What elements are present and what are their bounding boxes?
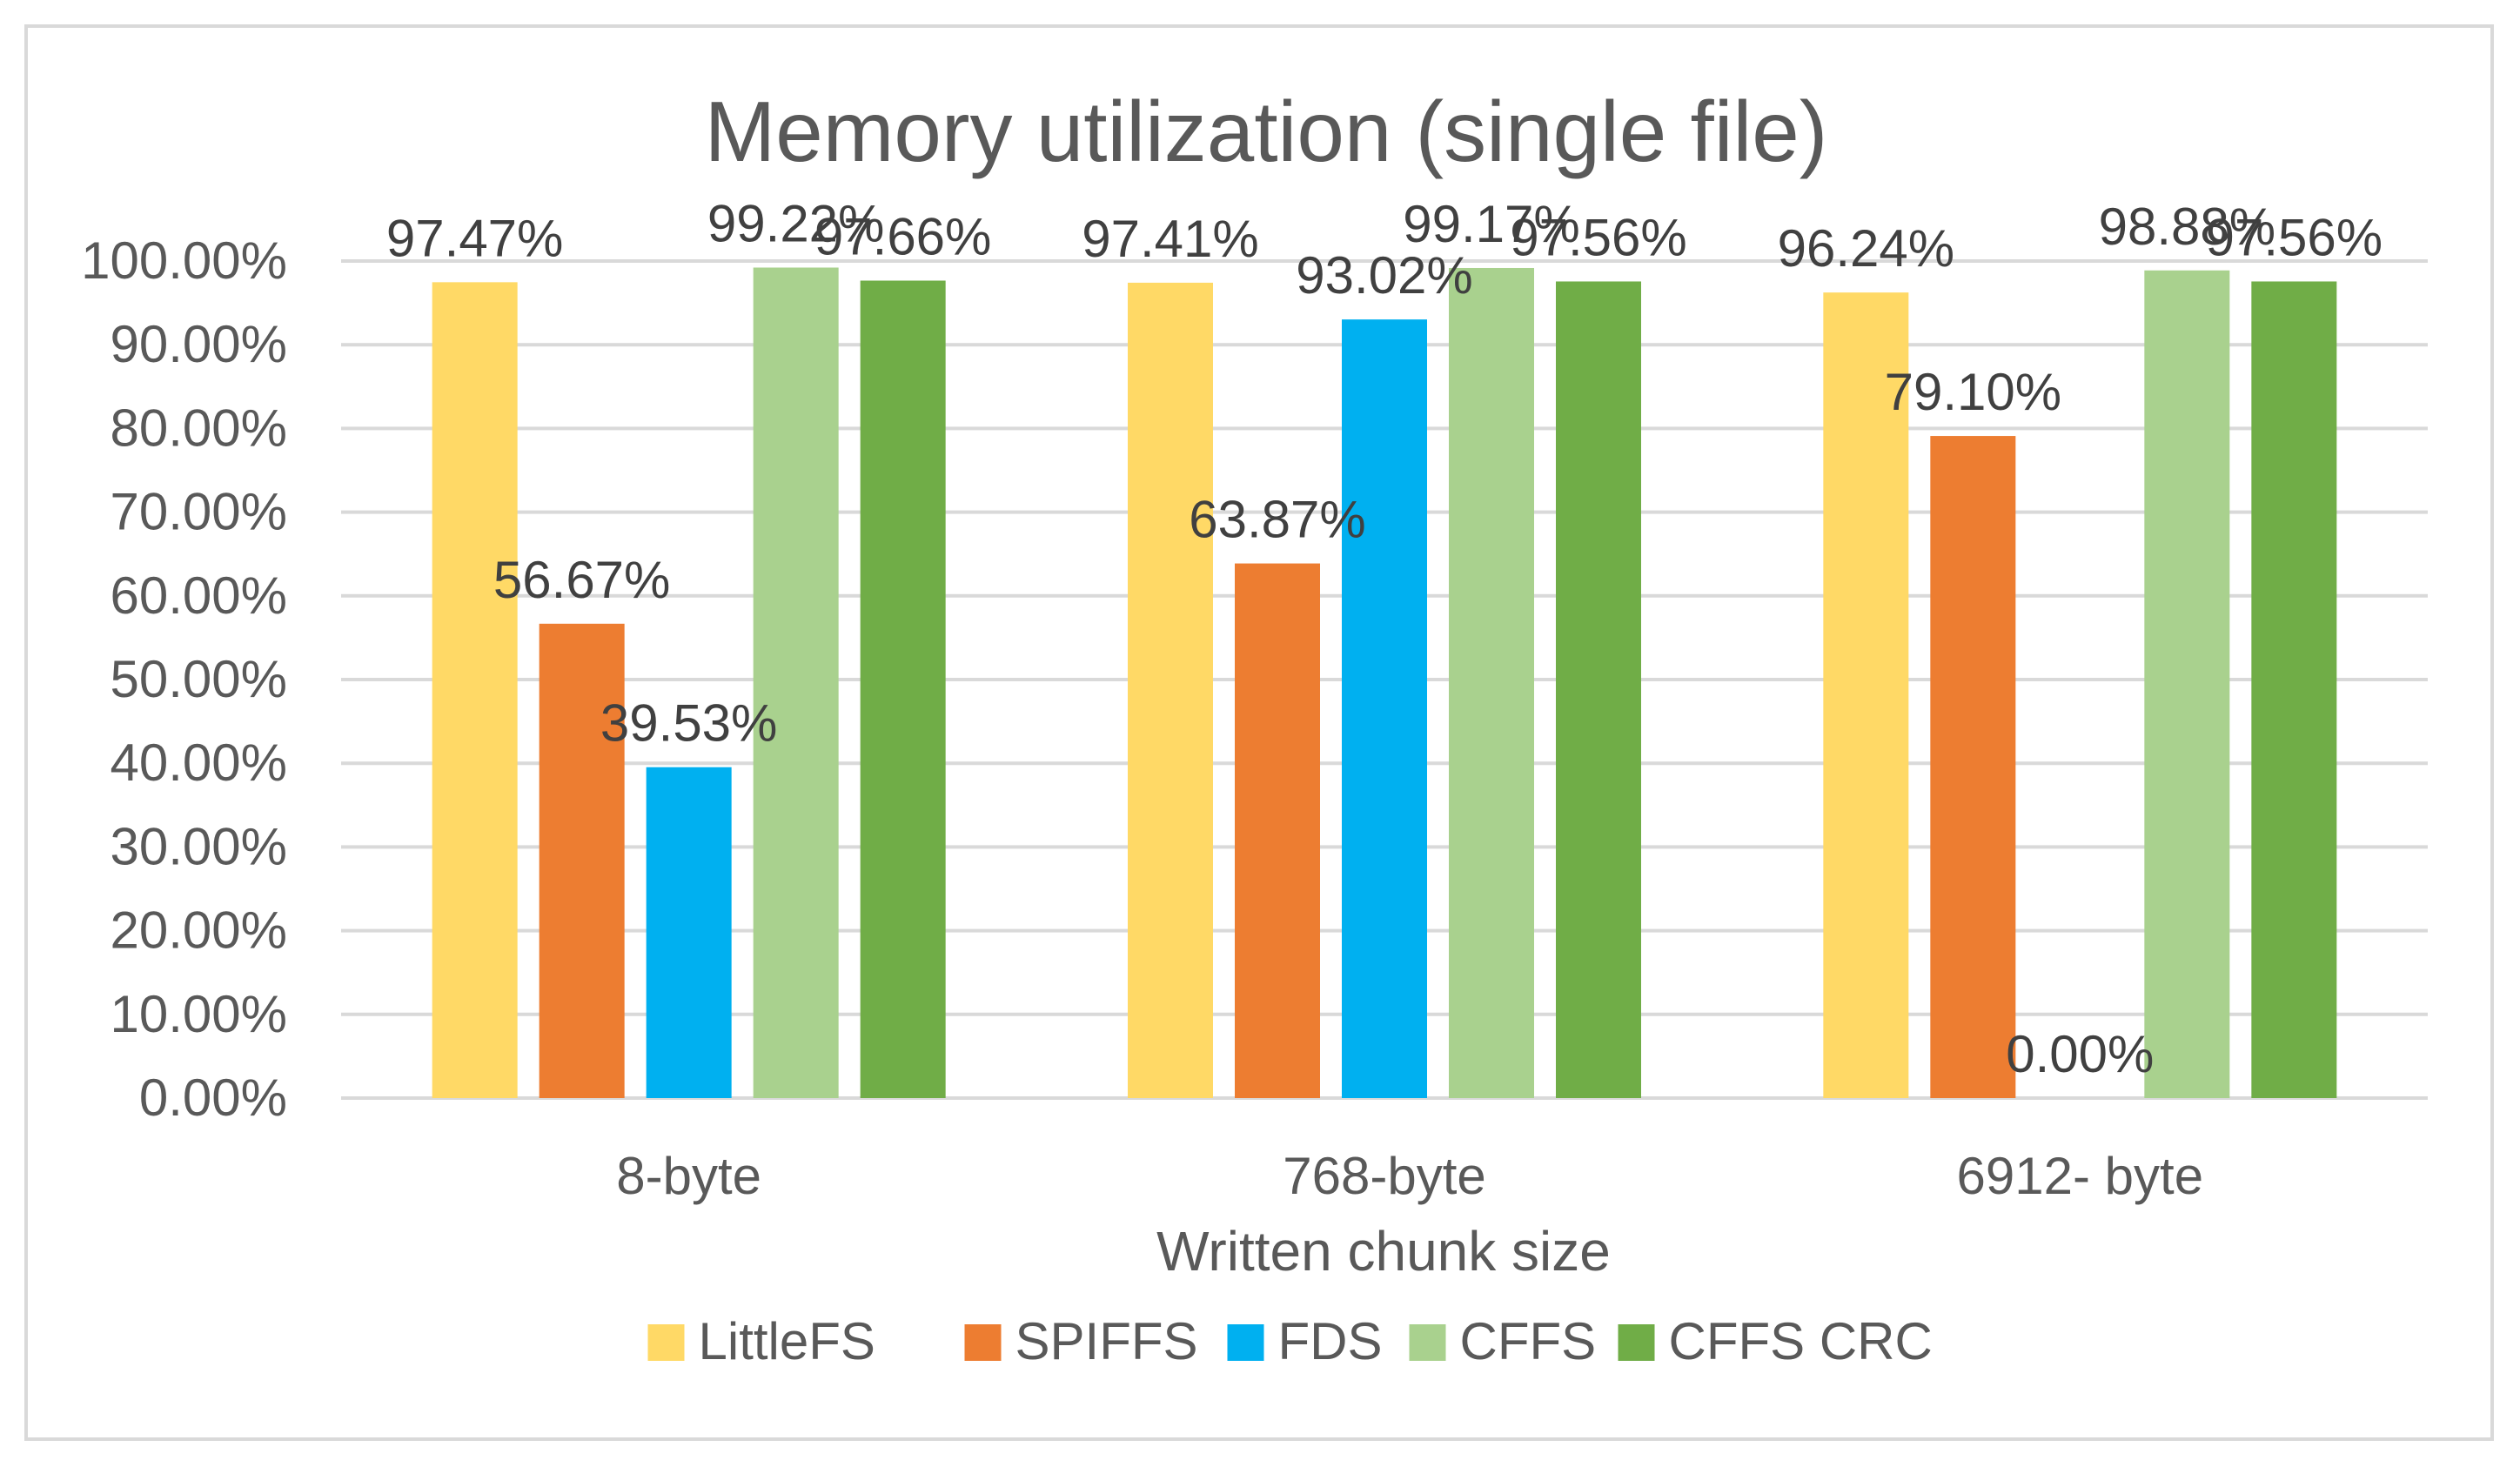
legend-item-cffs: CFFS [1409, 1312, 1597, 1370]
bar-littlefs-1 [1128, 282, 1213, 1099]
y-tick-label: 0.00% [139, 1068, 287, 1127]
legend-swatch [1409, 1324, 1446, 1361]
bar-cffs-crc-2 [2251, 281, 2337, 1099]
x-axis-tick-labels: 8-byte 768-byte 6912- byte [616, 1147, 2203, 1205]
data-label: 39.53% [600, 694, 778, 753]
data-label: 79.10% [1885, 363, 2062, 421]
legend-swatch [1227, 1324, 1264, 1361]
x-tick-label: 6912- byte [1957, 1147, 2204, 1205]
data-label: 97.47% [386, 209, 564, 267]
legend-swatch [647, 1324, 685, 1361]
bar-cffs-2 [2144, 270, 2230, 1098]
bars [432, 267, 2337, 1099]
bar-fds-1 [1342, 319, 1427, 1099]
x-tick-label: 8-byte [616, 1147, 761, 1205]
legend: LittleFS SPIFFS FDS CFFS CFFS CRC [647, 1312, 1933, 1370]
bar-spiffs-2 [1930, 436, 2016, 1099]
bar-littlefs-0 [432, 282, 518, 1098]
legend-item-spiffs: SPIFFS [964, 1312, 1198, 1370]
y-axis-tick-labels: 0.00% 10.00% 20.00% 30.00% 40.00% 50.00% 60.00… [81, 231, 287, 1127]
data-label: 97.66% [814, 208, 992, 266]
y-tick-label: 20.00% [111, 901, 288, 960]
data-label: 97.41% [1082, 210, 1259, 268]
legend-label: CFFS CRC [1669, 1312, 1933, 1370]
data-label: 97.56% [1510, 208, 1687, 266]
legend-label: LittleFS [699, 1312, 875, 1370]
data-label: 99.17% [1403, 195, 1580, 253]
x-tick-label: 768-byte [1283, 1147, 1486, 1205]
y-tick-label: 10.00% [111, 985, 288, 1043]
y-tick-label: 60.00% [111, 566, 288, 625]
bar-cffs-0 [753, 267, 839, 1098]
legend-item-cffs-crc: CFFS CRC [1618, 1312, 1933, 1370]
y-tick-label: 30.00% [111, 817, 288, 875]
bar-spiffs-0 [539, 623, 625, 1098]
y-tick-label: 70.00% [111, 483, 288, 541]
chart-title: Memory utilization (single file) [705, 84, 1828, 179]
data-label: 99.22% [707, 195, 885, 253]
data-label: 93.02% [1296, 246, 1473, 305]
data-label: 97.56% [2206, 208, 2383, 266]
data-label: 63.87% [1189, 491, 1366, 549]
data-label: 98.88% [2099, 198, 2276, 256]
legend-swatch [964, 1324, 1002, 1361]
legend-label: CFFS [1460, 1312, 1597, 1370]
legend-label: FDS [1278, 1312, 1383, 1370]
data-label: 0.00% [2006, 1025, 2154, 1083]
y-tick-label: 90.00% [111, 315, 288, 373]
bar-spiffs-1 [1235, 563, 1320, 1098]
data-label: 56.67% [493, 551, 671, 609]
bar-cffs-crc-1 [1556, 281, 1641, 1099]
legend-swatch [1618, 1324, 1655, 1361]
y-tick-label: 80.00% [111, 399, 288, 457]
data-label: 96.24% [1778, 219, 1955, 278]
bar-cffs-crc-0 [860, 280, 946, 1098]
legend-label: SPIFFS [1015, 1312, 1198, 1370]
bar-littlefs-2 [1823, 292, 1909, 1098]
bar-cffs-1 [1449, 267, 1534, 1098]
y-tick-label: 100.00% [81, 231, 287, 290]
data-labels: 97.47% 56.67% 39.53% 99.22%97.66% 97.41% 63.8… [386, 195, 2383, 1083]
y-tick-label: 40.00% [111, 734, 288, 792]
bar-fds-0 [646, 767, 732, 1098]
y-tick-label: 50.00% [111, 650, 288, 708]
x-axis-title: Written chunk size [1156, 1220, 1611, 1283]
legend-item-fds: FDS [1227, 1312, 1383, 1370]
legend-item-littlefs: LittleFS [647, 1312, 875, 1370]
